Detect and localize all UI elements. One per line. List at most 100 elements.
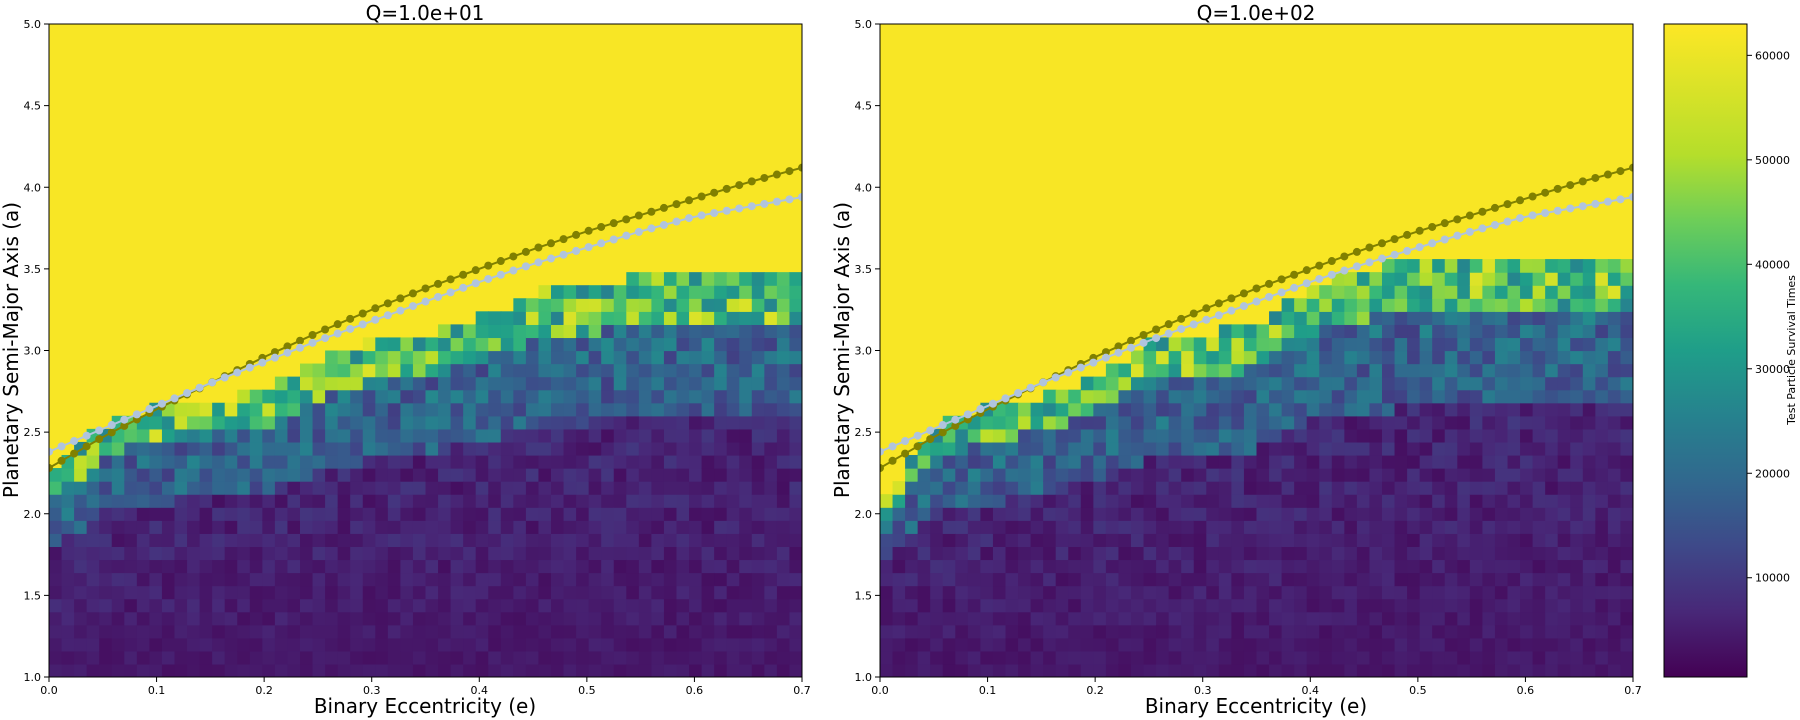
heatmap-cell bbox=[1620, 598, 1633, 613]
heatmap-cell bbox=[789, 481, 802, 495]
heatmap-cell bbox=[500, 650, 514, 665]
heatmap-cell bbox=[563, 507, 577, 521]
heatmap-cell bbox=[337, 585, 351, 600]
curve-1-marker bbox=[1365, 243, 1374, 252]
heatmap-cell bbox=[538, 337, 552, 352]
panel-1-heatmap bbox=[49, 24, 802, 677]
heatmap-cell bbox=[149, 663, 163, 677]
heatmap-cell bbox=[1419, 272, 1433, 286]
panel-2-heatmap bbox=[880, 24, 1633, 677]
heatmap-cell bbox=[1331, 454, 1345, 469]
heatmap-cell bbox=[99, 494, 113, 508]
heatmap-cell bbox=[613, 389, 627, 404]
heatmap-cell bbox=[1306, 363, 1320, 378]
heatmap-cell bbox=[1582, 611, 1596, 626]
heatmap-cell bbox=[626, 611, 640, 626]
heatmap-cell bbox=[161, 415, 176, 430]
heatmap-cell bbox=[1469, 650, 1483, 665]
heatmap-cell bbox=[1432, 637, 1446, 652]
heatmap-cell bbox=[1394, 376, 1408, 391]
heatmap-cell bbox=[942, 650, 956, 665]
heatmap-cell bbox=[1018, 598, 1032, 613]
heatmap-cell bbox=[701, 546, 715, 561]
heatmap-cell bbox=[663, 559, 678, 574]
heatmap-cell bbox=[513, 337, 527, 352]
heatmap-cell bbox=[1570, 533, 1584, 547]
heatmap-cell bbox=[400, 454, 414, 469]
heatmap-cell bbox=[601, 663, 615, 677]
heatmap-cell bbox=[500, 311, 514, 325]
colorbar-tick-label: 50000 bbox=[1755, 154, 1790, 167]
x-tick-label: 0.1 bbox=[148, 684, 166, 697]
heatmap-cell bbox=[463, 559, 477, 574]
heatmap-cell bbox=[488, 350, 502, 365]
curve-2-marker bbox=[1315, 274, 1324, 283]
heatmap-cell bbox=[1494, 572, 1509, 587]
heatmap-cell bbox=[1469, 337, 1483, 352]
heatmap-cell bbox=[1595, 533, 1609, 547]
heatmap-cell bbox=[789, 454, 802, 469]
heatmap-cell bbox=[1620, 481, 1633, 495]
heatmap-cell bbox=[400, 441, 414, 456]
heatmap-cell bbox=[1595, 546, 1609, 561]
heatmap-cell bbox=[124, 520, 138, 534]
curve-1-marker bbox=[1478, 207, 1487, 216]
heatmap-cell bbox=[1557, 611, 1571, 626]
heatmap-cell bbox=[61, 637, 75, 652]
heatmap-cell bbox=[1557, 428, 1571, 443]
heatmap-cell bbox=[1557, 311, 1571, 325]
heatmap-cell bbox=[1018, 494, 1032, 508]
heatmap-cell bbox=[425, 350, 439, 365]
heatmap-cell bbox=[1005, 533, 1019, 547]
heatmap-cell bbox=[714, 363, 728, 378]
heatmap-cell bbox=[149, 441, 163, 456]
heatmap-cell bbox=[488, 546, 502, 561]
heatmap-cell bbox=[1231, 337, 1245, 352]
curve-2-marker bbox=[685, 214, 694, 223]
heatmap-cell bbox=[149, 415, 163, 430]
heatmap-cell bbox=[161, 650, 176, 665]
heatmap-cell bbox=[362, 637, 376, 652]
heatmap-cell bbox=[1206, 415, 1220, 430]
heatmap-cell bbox=[525, 441, 540, 456]
heatmap-cell bbox=[1520, 454, 1534, 469]
heatmap-cell bbox=[1294, 350, 1308, 365]
heatmap-cell bbox=[1432, 572, 1446, 587]
heatmap-cell bbox=[917, 663, 931, 677]
heatmap-cell bbox=[701, 311, 715, 325]
heatmap-cell bbox=[1256, 376, 1270, 391]
heatmap-cell bbox=[1093, 611, 1107, 626]
heatmap-cell bbox=[1532, 337, 1546, 352]
heatmap-cell bbox=[1407, 415, 1421, 430]
heatmap-cell bbox=[1143, 533, 1157, 547]
heatmap-cell bbox=[1331, 663, 1345, 677]
heatmap-cell bbox=[1181, 598, 1195, 613]
heatmap-cell bbox=[1344, 507, 1358, 521]
heatmap-cell bbox=[1156, 624, 1170, 639]
heatmap-cell bbox=[776, 441, 791, 456]
heatmap-cell bbox=[1105, 363, 1120, 378]
heatmap-cell bbox=[701, 441, 715, 456]
heatmap-cell bbox=[274, 546, 289, 561]
heatmap-cell bbox=[224, 546, 238, 561]
heatmap-cell bbox=[613, 637, 627, 652]
heatmap-cell bbox=[1532, 428, 1546, 443]
curve-2-marker bbox=[722, 206, 731, 215]
heatmap-cell bbox=[249, 415, 263, 430]
heatmap-cell bbox=[1369, 572, 1383, 587]
heatmap-cell bbox=[1256, 350, 1270, 365]
heatmap-cell bbox=[930, 611, 944, 626]
heatmap-cell bbox=[980, 598, 994, 613]
heatmap-cell bbox=[1595, 350, 1609, 365]
heatmap-cell bbox=[287, 611, 301, 626]
heatmap-cell bbox=[613, 402, 627, 417]
heatmap-cell bbox=[425, 428, 439, 443]
heatmap-cell bbox=[663, 663, 678, 677]
heatmap-cell bbox=[1507, 389, 1521, 404]
heatmap-cell bbox=[274, 624, 289, 639]
heatmap-cell bbox=[1281, 624, 1295, 639]
heatmap-cell bbox=[905, 468, 919, 482]
heatmap-cell bbox=[1482, 363, 1496, 378]
heatmap-cell bbox=[1156, 468, 1170, 482]
heatmap-cell bbox=[1093, 441, 1107, 456]
